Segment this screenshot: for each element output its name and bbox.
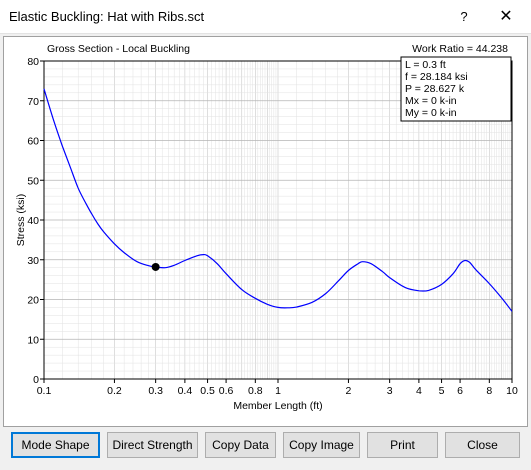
x-tick-label: 0.3 [148,385,163,397]
copy-data-button[interactable]: Copy Data [205,432,276,458]
copy-image-button[interactable]: Copy Image [283,432,360,458]
x-tick-label: 0.1 [37,385,52,397]
close-window-button[interactable]: ✕ [499,8,513,25]
y-tick-label: 60 [27,136,39,148]
y-tick-label: 70 [27,96,39,108]
x-tick-label: 1 [275,385,281,397]
x-tick-label: 10 [506,385,518,397]
window-title: Elastic Buckling: Hat with Ribs.sct [9,9,205,24]
help-button[interactable]: ? [460,9,468,24]
x-tick-label: 0.6 [219,385,234,397]
info-mx: Mx = 0 k-in [405,95,457,107]
direct-strength-button[interactable]: Direct Strength [107,432,198,458]
y-tick-label: 50 [27,175,39,187]
x-tick-label: 8 [486,385,492,397]
x-tick-label: 2 [346,385,352,397]
x-tick-label: 6 [457,385,463,397]
work-ratio: Work Ratio = 44.238 [412,43,508,55]
buckling-curve-chart: 0.1 0.2 0.3 0.4 0.5 0.6 0.8 1 2 3 4 5 6 8 10 0 10 20 30 40… [15,43,518,412]
y-tick-label: 20 [27,295,39,307]
y-axis-label: Stress (ksi) [15,194,27,247]
plot-panel: 0.1 0.2 0.3 0.4 0.5 0.6 0.8 1 2 3 4 5 6 8 10 0 10 20 30 40… [3,36,528,427]
x-tick-label: 3 [387,385,393,397]
info-length: L = 0.3 ft [405,59,446,71]
buckling-curve [43,88,513,312]
selected-point-marker [151,262,160,271]
y-tick-label: 40 [27,215,39,227]
info-my: My = 0 k-in [405,107,457,119]
x-tick-label: 0.2 [107,385,122,397]
x-tick-label: 4 [416,385,422,397]
mode-shape-button[interactable]: Mode Shape [11,432,100,458]
x-tick-label: 0.4 [178,385,193,397]
x-tick-label: 0.8 [248,385,263,397]
info-load: P = 28.627 k [405,83,465,95]
info-box [400,56,512,122]
x-tick-label: 0.5 [200,385,215,397]
info-stress: f = 28.184 ksi [405,71,468,83]
print-button[interactable]: Print [367,432,438,458]
y-tick-label: 0 [33,374,39,386]
plot-title: Gross Section - Local Buckling [47,43,190,55]
y-tick-label: 80 [27,56,39,68]
close-button[interactable]: Close [445,432,520,458]
x-axis-label: Member Length (ft) [233,400,322,412]
title-bar: Elastic Buckling: Hat with Ribs.sct ? ✕ [0,0,531,34]
y-tick-label: 30 [27,255,39,267]
x-tick-label: 5 [439,385,445,397]
y-tick-label: 10 [27,334,39,346]
